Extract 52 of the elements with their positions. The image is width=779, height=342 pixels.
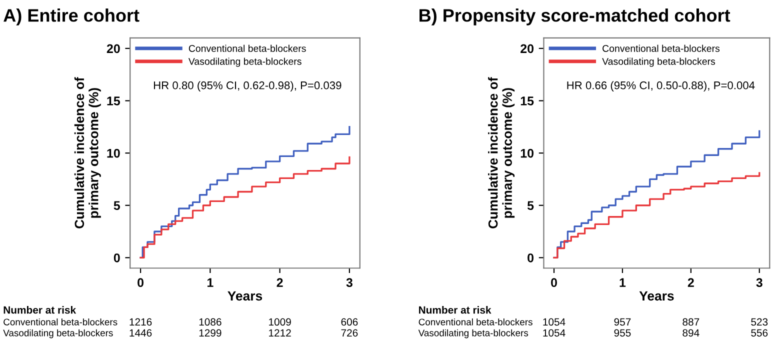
x-tick-label: 3 bbox=[756, 278, 762, 288]
text: Number at risk bbox=[4, 306, 76, 314]
y-tick-label: 20 bbox=[520, 44, 534, 54]
annotation: HR 0.80 (95% CI, 0.62-0.98), P=0.039 bbox=[154, 81, 342, 92]
text: 1216 bbox=[130, 318, 152, 326]
chart-title: B) Propensity score-matched cohort bbox=[420, 8, 730, 26]
text: 1446 bbox=[130, 329, 152, 337]
text: Vasodilating beta-blockers bbox=[418, 329, 528, 338]
text: 887 bbox=[682, 318, 700, 326]
chart-title: A) Entire cohort bbox=[4, 8, 140, 26]
text: 1054 bbox=[543, 318, 566, 326]
text: Conventional beta-blockers bbox=[418, 318, 532, 326]
text: 1299 bbox=[199, 329, 222, 337]
x-tick-label: 3 bbox=[346, 278, 352, 288]
text: 955 bbox=[614, 329, 631, 337]
y-tick-label: 0 bbox=[114, 253, 120, 262]
y-axis-title: Cumulative incidence of primary outcome (%) bbox=[74, 77, 101, 228]
text: 894 bbox=[682, 329, 700, 337]
x-tick-label: 2 bbox=[276, 278, 283, 287]
text: 606 bbox=[341, 318, 358, 326]
text: Number at risk bbox=[419, 306, 492, 314]
x-tick-label: 2 bbox=[688, 278, 694, 287]
text: Vasodilating beta-blockers bbox=[3, 329, 113, 338]
y-tick-label: 5 bbox=[114, 201, 120, 210]
x-axis-title: Years bbox=[639, 291, 674, 301]
y-tick-label: 15 bbox=[520, 96, 534, 106]
legend-label: Vasodilating beta-blockers bbox=[602, 58, 716, 67]
x-tick-label: 0 bbox=[138, 278, 144, 288]
x-axis-title: Years bbox=[228, 291, 262, 301]
legend-label: Conventional beta-blockers bbox=[602, 44, 720, 52]
y-tick-label: 10 bbox=[520, 148, 534, 158]
text: 1086 bbox=[199, 318, 222, 326]
x-tick-label: 0 bbox=[551, 278, 557, 288]
text: 1212 bbox=[269, 329, 291, 336]
text: 726 bbox=[341, 329, 358, 337]
y-axis-title: Cumulative incidence of primary outcome (%) bbox=[488, 77, 515, 228]
y-tick-label: 15 bbox=[107, 96, 120, 106]
x-tick-label: 1 bbox=[207, 278, 214, 287]
text: 1009 bbox=[269, 318, 291, 326]
x-tick-label: 1 bbox=[620, 278, 626, 287]
annotation: HR 0.66 (95% CI, 0.50-0.88), P=0.004 bbox=[567, 81, 755, 92]
legend-label: Conventional beta-blockers bbox=[188, 44, 306, 52]
y-tick-label: 10 bbox=[107, 148, 120, 158]
y-tick-label: 5 bbox=[527, 201, 534, 210]
text: Conventional beta-blockers bbox=[4, 318, 118, 326]
text: 523 bbox=[751, 318, 768, 326]
y-tick-label: 0 bbox=[528, 253, 534, 262]
text: 556 bbox=[751, 329, 768, 337]
legend-label: Vasodilating beta-blockers bbox=[188, 58, 302, 67]
text: 957 bbox=[614, 318, 631, 326]
text: 1054 bbox=[543, 329, 566, 337]
y-tick-label: 20 bbox=[106, 44, 120, 54]
